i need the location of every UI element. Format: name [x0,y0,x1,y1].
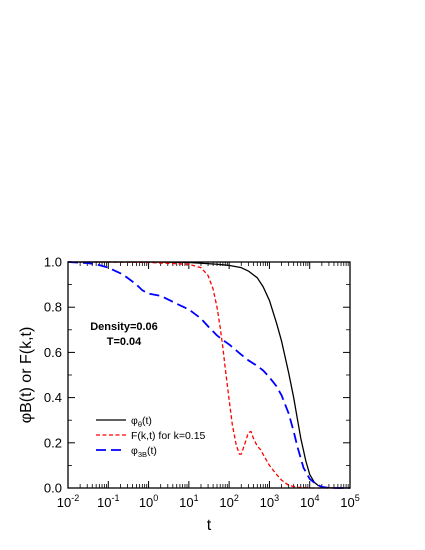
series-layer [67,261,350,489]
y-tick-label: 0.6 [44,345,62,360]
x-tick-label: 100 [139,493,158,510]
x-tick-label: 10-1 [97,493,119,510]
x-axis-title: t [207,517,212,534]
y-tick-label: 0.0 [44,481,62,496]
x-tick-label: 101 [179,493,198,510]
legend: φθ(t)F(k,t) for k=0.15 φ3B(t) [96,415,206,459]
annotation-density: Density=0.06 [90,321,158,333]
legend-label-3: φ3B(t) [131,445,157,459]
x-tick-label: 10-2 [57,493,79,510]
annotation-temperature: T=0.04 [107,336,142,348]
y-tick-label: 0.4 [44,390,62,405]
x-tick-label: 105 [340,493,359,510]
x-tick-label: 103 [260,493,279,510]
y-tick-label: 0.8 [44,300,62,315]
x-tick-label: 104 [300,493,319,510]
y-tick-label: 0.2 [44,435,62,450]
series-line-2 [68,261,350,489]
series-line-1 [68,261,350,489]
y-tick-label: 1.0 [44,255,62,270]
text-layer: t Density=0.06 T=0.04 10-2 10-1 100 101 102 1… [44,255,360,535]
y-axis-title-text: φB(t) or F(k,t) [18,327,35,424]
legend-label-2: F(k,t) for k=0.15 [131,430,206,442]
axes-layer [67,261,351,489]
legend-label-1: φθ(t) [131,415,152,429]
y-axis-title: φB(t) or F(k,t) [18,327,35,424]
series-line-3 [67,261,350,489]
x-tick-label: 102 [219,493,238,510]
plot-frame [67,261,351,489]
